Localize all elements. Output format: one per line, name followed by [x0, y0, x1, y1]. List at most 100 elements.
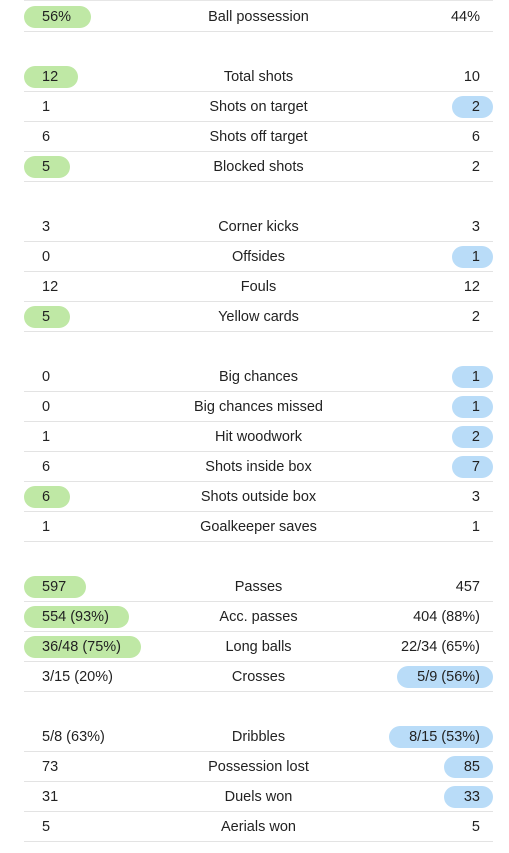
stat-row: 73 Possession lost 85	[24, 752, 493, 782]
home-value: 31	[42, 788, 59, 805]
away-value: 22/34 (65%)	[401, 638, 480, 655]
home-value-cell: 3/15 (20%)	[24, 662, 133, 691]
home-value-cell: 5/8 (63%)	[24, 722, 125, 751]
home-value-cell: 73	[24, 752, 78, 781]
home-value-cell: 1	[24, 512, 70, 541]
away-value-cell: 22/34 (65%)	[381, 632, 493, 661]
away-value: 2	[451, 95, 493, 118]
stat-group: 0 Big chances 1 0 Big chances missed 1 1 Hit wo…	[24, 362, 493, 542]
home-value: 3/15 (20%)	[42, 668, 113, 685]
away-value-cell: 3	[452, 482, 493, 511]
home-value: 554 (93%)	[24, 605, 129, 628]
stat-label: Shots off target	[209, 128, 308, 145]
away-value-cell: 1	[452, 512, 493, 541]
away-value: 8/15 (53%)	[389, 725, 493, 748]
home-value-cell: 36/48 (75%)	[24, 632, 141, 661]
away-value: 3	[471, 488, 480, 505]
stat-label: Passes	[234, 578, 283, 595]
away-value: 457	[455, 578, 480, 595]
away-value: 44%	[450, 8, 480, 25]
away-value-cell: 8/15 (53%)	[389, 722, 493, 751]
away-value-cell: 2	[451, 422, 493, 451]
stat-row: 1 Goalkeeper saves 1	[24, 512, 493, 542]
stat-row: 1 Hit woodwork 2	[24, 422, 493, 452]
home-value-cell: 6	[24, 122, 70, 151]
away-value-cell: 1	[451, 392, 493, 421]
stat-label: Shots outside box	[200, 488, 317, 505]
away-value: 2	[451, 425, 493, 448]
away-value-cell: 12	[444, 272, 493, 301]
home-value-cell: 31	[24, 782, 78, 811]
home-value-cell: 597	[24, 572, 87, 601]
stat-group: 597 Passes 457 554 (93%) Acc. passes 404 (88%…	[24, 572, 493, 692]
away-value: 1	[451, 245, 493, 268]
away-value: 2	[471, 158, 480, 175]
stat-row: 5 Yellow cards 2	[24, 302, 493, 332]
stat-row: 6 Shots off target 6	[24, 122, 493, 152]
home-value-cell: 0	[24, 242, 70, 271]
stat-label: Shots inside box	[205, 458, 312, 475]
stat-row: 0 Big chances missed 1	[24, 392, 493, 422]
home-value: 1	[42, 518, 51, 535]
home-value: 6	[42, 458, 51, 475]
home-value: 73	[42, 758, 59, 775]
home-value-cell: 12	[24, 272, 78, 301]
stat-row: 56% Ball possession 44%	[24, 2, 493, 32]
home-value: 0	[42, 398, 51, 415]
away-value-cell: 404 (88%)	[393, 602, 493, 631]
away-value: 3	[471, 218, 480, 235]
stat-row: 3 Corner kicks 3	[24, 212, 493, 242]
stat-label: Yellow cards	[218, 308, 299, 325]
away-value-cell: 44%	[431, 2, 493, 31]
stat-label: Big chances	[219, 368, 298, 385]
away-value-cell: 1	[451, 242, 493, 271]
stat-label: Aerials won	[221, 818, 296, 835]
stat-row: 6 Shots inside box 7	[24, 452, 493, 482]
stat-group: 3 Corner kicks 3 0 Offsides 1 12 Fouls 12 5 Yellow…	[24, 212, 493, 332]
stat-row: 36/48 (75%) Long balls 22/34 (65%)	[24, 632, 493, 662]
home-value-cell: 3	[24, 212, 70, 241]
home-value-cell: 554 (93%)	[24, 602, 129, 631]
away-value: 1	[471, 518, 480, 535]
home-value-cell: 56%	[24, 2, 92, 31]
away-value: 1	[451, 365, 493, 388]
stat-label: Blocked shots	[213, 158, 304, 175]
away-value: 6	[471, 128, 480, 145]
home-value: 3	[42, 218, 51, 235]
stat-row: 12 Fouls 12	[24, 272, 493, 302]
stat-row: 1 Shots on target 2	[24, 92, 493, 122]
away-value-cell: 5	[452, 812, 493, 841]
home-value-cell: 5	[24, 812, 70, 841]
away-value: 404 (88%)	[413, 608, 480, 625]
home-value-cell: 6	[24, 452, 70, 481]
stat-group: 56% Ball possession 44%	[24, 2, 493, 32]
away-value: 5	[471, 818, 480, 835]
stat-label: Big chances missed	[194, 398, 323, 415]
home-value: 597	[24, 575, 87, 598]
stat-label: Total shots	[223, 68, 294, 85]
stat-label: Ball possession	[208, 8, 309, 25]
home-value: 56%	[24, 5, 92, 28]
stat-row: 31 Duels won 33	[24, 782, 493, 812]
away-value-cell: 1	[451, 362, 493, 391]
stat-label: Hit woodwork	[214, 428, 303, 445]
stat-label: Goalkeeper saves	[200, 518, 317, 535]
home-value: 0	[42, 248, 51, 265]
stat-row: 12 Total shots 10	[24, 62, 493, 92]
home-value: 6	[24, 485, 71, 508]
stat-row: 5 Aerials won 5	[24, 812, 493, 842]
home-value: 1	[42, 428, 51, 445]
home-value-cell: 1	[24, 422, 70, 451]
away-value: 10	[463, 68, 480, 85]
away-value: 2	[471, 308, 480, 325]
home-value: 12	[24, 65, 79, 88]
away-value: 5/9 (56%)	[397, 665, 493, 688]
home-value-cell: 1	[24, 92, 70, 121]
away-value: 1	[451, 395, 493, 418]
stat-row: 0 Offsides 1	[24, 242, 493, 272]
stat-group: 12 Total shots 10 1 Shots on target 2 6 Shots o…	[24, 62, 493, 182]
home-value-cell: 5	[24, 152, 71, 181]
stat-label: Shots on target	[209, 98, 308, 115]
home-value: 5	[24, 155, 71, 178]
home-value-cell: 0	[24, 362, 70, 391]
